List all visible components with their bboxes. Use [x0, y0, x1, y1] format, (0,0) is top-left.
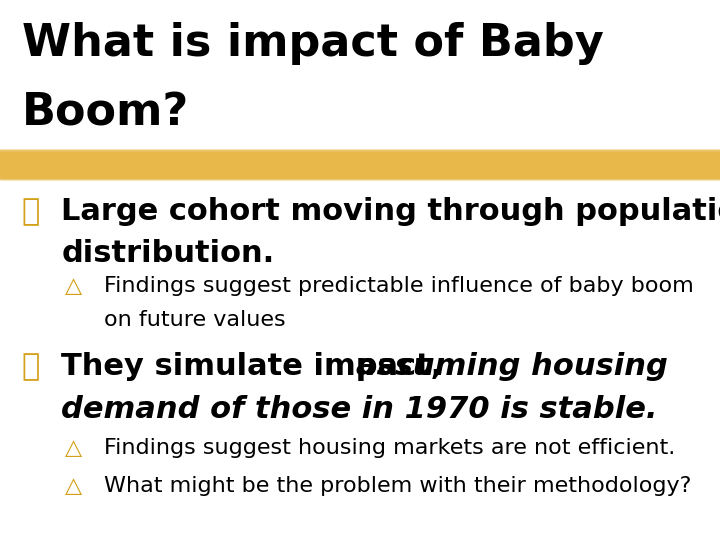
Text: They simulate impact,: They simulate impact, [61, 352, 453, 381]
Text: △: △ [65, 476, 82, 496]
Text: Findings suggest predictable influence of baby boom: Findings suggest predictable influence o… [104, 276, 694, 296]
Text: distribution.: distribution. [61, 239, 274, 268]
Text: Large cohort moving through population: Large cohort moving through population [61, 197, 720, 226]
Text: demand of those in 1970 is stable.: demand of those in 1970 is stable. [61, 395, 657, 424]
Text: ⎈: ⎈ [22, 352, 40, 381]
Text: What might be the problem with their methodology?: What might be the problem with their met… [104, 476, 692, 496]
Text: Boom?: Boom? [22, 92, 189, 135]
Text: assuming housing: assuming housing [356, 352, 668, 381]
Text: Findings suggest housing markets are not efficient.: Findings suggest housing markets are not… [104, 438, 675, 458]
Text: on future values: on future values [104, 310, 286, 330]
Text: What is impact of Baby: What is impact of Baby [22, 22, 603, 65]
Text: ⎈: ⎈ [22, 197, 40, 226]
Text: △: △ [65, 438, 82, 458]
Text: △: △ [65, 276, 82, 296]
